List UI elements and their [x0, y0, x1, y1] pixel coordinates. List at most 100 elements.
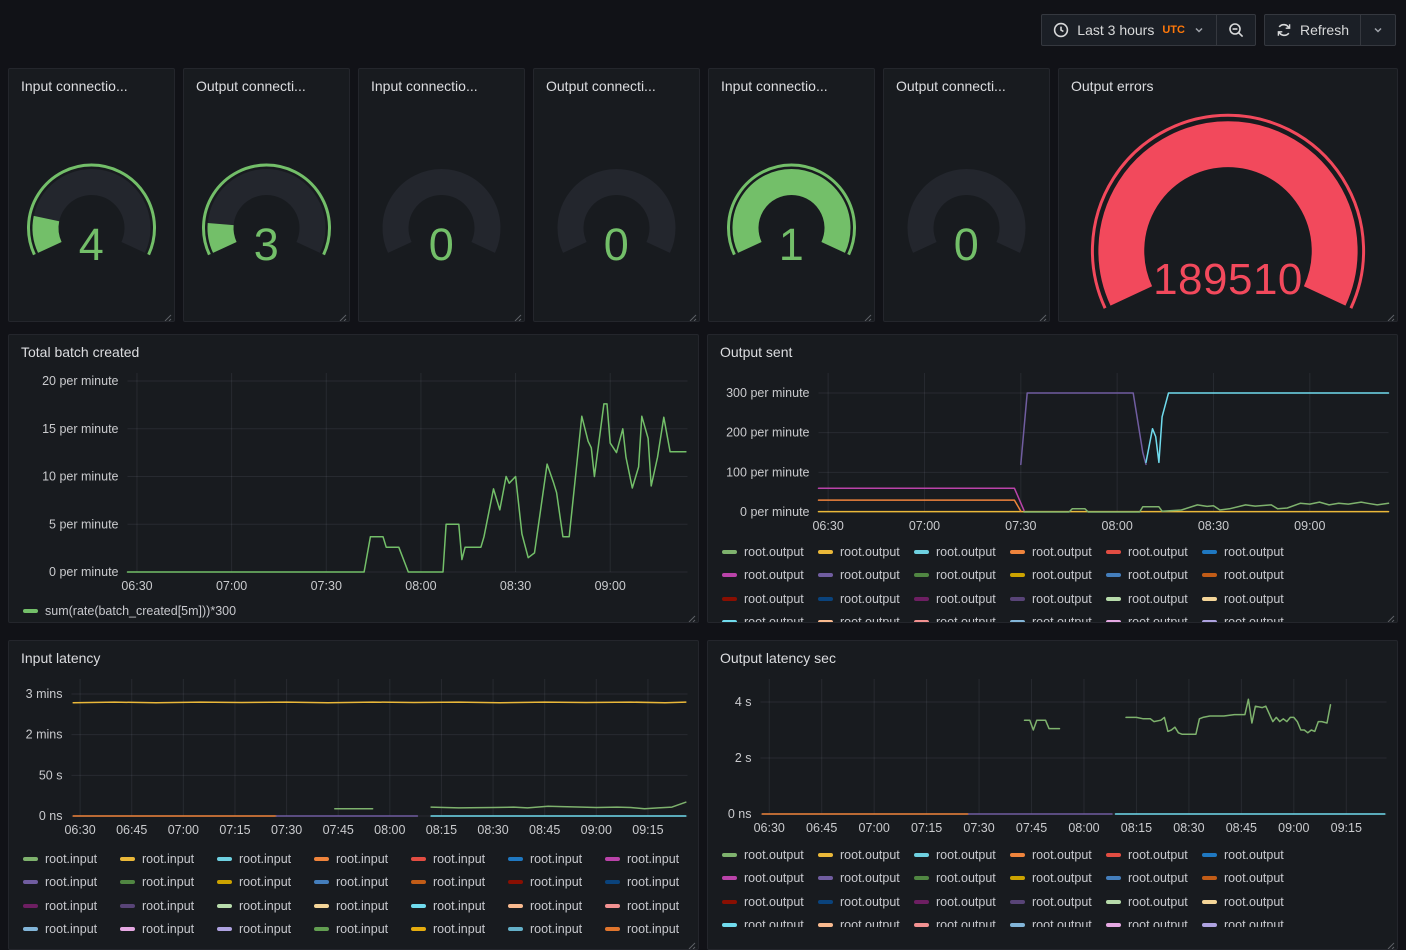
refresh-button[interactable]: Refresh: [1265, 15, 1360, 45]
legend-item[interactable]: root.output: [722, 848, 818, 862]
legend-item[interactable]: root.output: [914, 615, 1010, 622]
legend-item[interactable]: sum(rate(batch_created[5m]))*300: [23, 604, 236, 618]
legend-item[interactable]: root.input: [120, 852, 217, 866]
legend-item[interactable]: root.output: [722, 871, 818, 885]
time-series-chart[interactable]: 06:30 07:00 07:30 08:00 08:30 09:00 0 per minu…: [9, 365, 698, 598]
time-range-button[interactable]: Last 3 hours UTC: [1042, 15, 1216, 45]
legend-item[interactable]: root.output: [818, 848, 914, 862]
legend-item[interactable]: root.output: [1010, 848, 1106, 862]
legend-item[interactable]: root.input: [411, 899, 508, 913]
legend-item[interactable]: root.input: [411, 922, 508, 936]
legend-item[interactable]: root.output: [722, 918, 818, 927]
panel-title[interactable]: Input latency: [21, 650, 101, 666]
panel-title[interactable]: Input connectio...: [371, 78, 478, 94]
legend-item[interactable]: root.output: [1106, 592, 1202, 606]
legend-item[interactable]: root.output: [1106, 848, 1202, 862]
legend-item[interactable]: root.input: [217, 922, 314, 936]
legend-item[interactable]: root.output: [818, 871, 914, 885]
legend-item[interactable]: root.output: [1010, 871, 1106, 885]
panel-resize-handle[interactable]: [1385, 610, 1395, 622]
legend-item[interactable]: root.output: [1202, 568, 1298, 582]
zoom-out-button[interactable]: [1215, 15, 1255, 45]
legend-item[interactable]: root.output: [722, 545, 818, 559]
legend-item[interactable]: root.input: [23, 899, 120, 913]
legend-item[interactable]: root.output: [1202, 545, 1298, 559]
legend-item[interactable]: root.output: [914, 592, 1010, 606]
legend-item[interactable]: root.output: [818, 592, 914, 606]
legend-item[interactable]: root.output: [1106, 871, 1202, 885]
panel-title[interactable]: Output connecti...: [546, 78, 656, 94]
panel-title[interactable]: Input connectio...: [21, 78, 128, 94]
legend-item[interactable]: root.output: [818, 545, 914, 559]
legend-item[interactable]: root.output: [914, 918, 1010, 927]
legend-item[interactable]: root.input: [217, 852, 314, 866]
panel-title[interactable]: Output latency sec: [720, 650, 836, 666]
legend-item[interactable]: root.output: [818, 918, 914, 927]
legend-item[interactable]: root.input: [120, 922, 217, 936]
legend-item[interactable]: root.output: [722, 592, 818, 606]
legend-item[interactable]: root.input: [314, 852, 411, 866]
legend-item[interactable]: root.output: [1010, 895, 1106, 909]
legend-item[interactable]: root.output: [914, 568, 1010, 582]
panel-resize-handle[interactable]: [687, 309, 697, 321]
panel-resize-handle[interactable]: [1385, 309, 1395, 321]
legend-item[interactable]: root.output: [722, 568, 818, 582]
legend-item[interactable]: root.output: [1010, 592, 1106, 606]
legend-item[interactable]: root.input: [605, 922, 698, 936]
legend-item[interactable]: root.input: [120, 899, 217, 913]
legend-item[interactable]: root.input: [23, 852, 120, 866]
legend-item[interactable]: root.input: [217, 875, 314, 889]
legend-item[interactable]: root.input: [314, 899, 411, 913]
legend-item[interactable]: root.output: [1202, 895, 1298, 909]
legend-item[interactable]: root.output: [914, 545, 1010, 559]
refresh-interval-dropdown[interactable]: [1360, 15, 1395, 45]
legend-item[interactable]: root.input: [120, 875, 217, 889]
legend-item[interactable]: root.input: [217, 899, 314, 913]
legend-item[interactable]: root.input: [23, 922, 120, 936]
panel-title[interactable]: Input connectio...: [721, 78, 828, 94]
legend-item[interactable]: root.output: [914, 848, 1010, 862]
panel-resize-handle[interactable]: [862, 309, 872, 321]
legend-item[interactable]: root.output: [914, 895, 1010, 909]
legend-item[interactable]: root.output: [914, 871, 1010, 885]
legend-item[interactable]: root.output: [1010, 545, 1106, 559]
legend-item[interactable]: root.input: [411, 852, 508, 866]
legend-item[interactable]: root.input: [508, 899, 605, 913]
legend-item[interactable]: root.output: [1202, 918, 1298, 927]
legend-item[interactable]: root.output: [1202, 592, 1298, 606]
legend-item[interactable]: root.output: [722, 895, 818, 909]
legend-item[interactable]: root.output: [818, 568, 914, 582]
legend-item[interactable]: root.output: [1106, 918, 1202, 927]
legend-item[interactable]: root.input: [508, 852, 605, 866]
legend-item[interactable]: root.output: [1202, 871, 1298, 885]
panel-resize-handle[interactable]: [162, 309, 172, 321]
panel-resize-handle[interactable]: [512, 309, 522, 321]
legend-item[interactable]: root.input: [508, 922, 605, 936]
time-series-chart[interactable]: 06:30 06:45 07:00 07:15 07:30 07:45 08:00 08:15…: [9, 671, 698, 841]
legend-item[interactable]: root.input: [508, 875, 605, 889]
legend-item[interactable]: root.input: [605, 852, 698, 866]
legend-item[interactable]: root.input: [605, 875, 698, 889]
legend-item[interactable]: root.output: [1202, 848, 1298, 862]
legend-item[interactable]: root.output: [1202, 615, 1298, 622]
legend-item[interactable]: root.output: [1106, 545, 1202, 559]
legend-item[interactable]: root.output: [818, 615, 914, 622]
panel-title[interactable]: Total batch created: [21, 344, 140, 360]
legend-item[interactable]: root.input: [605, 899, 698, 913]
legend-item[interactable]: root.output: [818, 895, 914, 909]
legend-item[interactable]: root.input: [411, 875, 508, 889]
panel-title[interactable]: Output connecti...: [196, 78, 306, 94]
legend-item[interactable]: root.output: [1010, 615, 1106, 622]
legend-item[interactable]: root.output: [1010, 918, 1106, 927]
panel-resize-handle[interactable]: [337, 309, 347, 321]
panel-resize-handle[interactable]: [1385, 937, 1395, 949]
panel-title[interactable]: Output sent: [720, 344, 793, 360]
panel-resize-handle[interactable]: [686, 610, 696, 622]
legend-item[interactable]: root.output: [1106, 615, 1202, 622]
panel-resize-handle[interactable]: [686, 937, 696, 949]
legend-item[interactable]: root.input: [23, 875, 120, 889]
legend-item[interactable]: root.output: [722, 615, 818, 622]
legend-item[interactable]: root.output: [1010, 568, 1106, 582]
legend-item[interactable]: root.output: [1106, 895, 1202, 909]
panel-title[interactable]: Output errors: [1071, 78, 1154, 94]
